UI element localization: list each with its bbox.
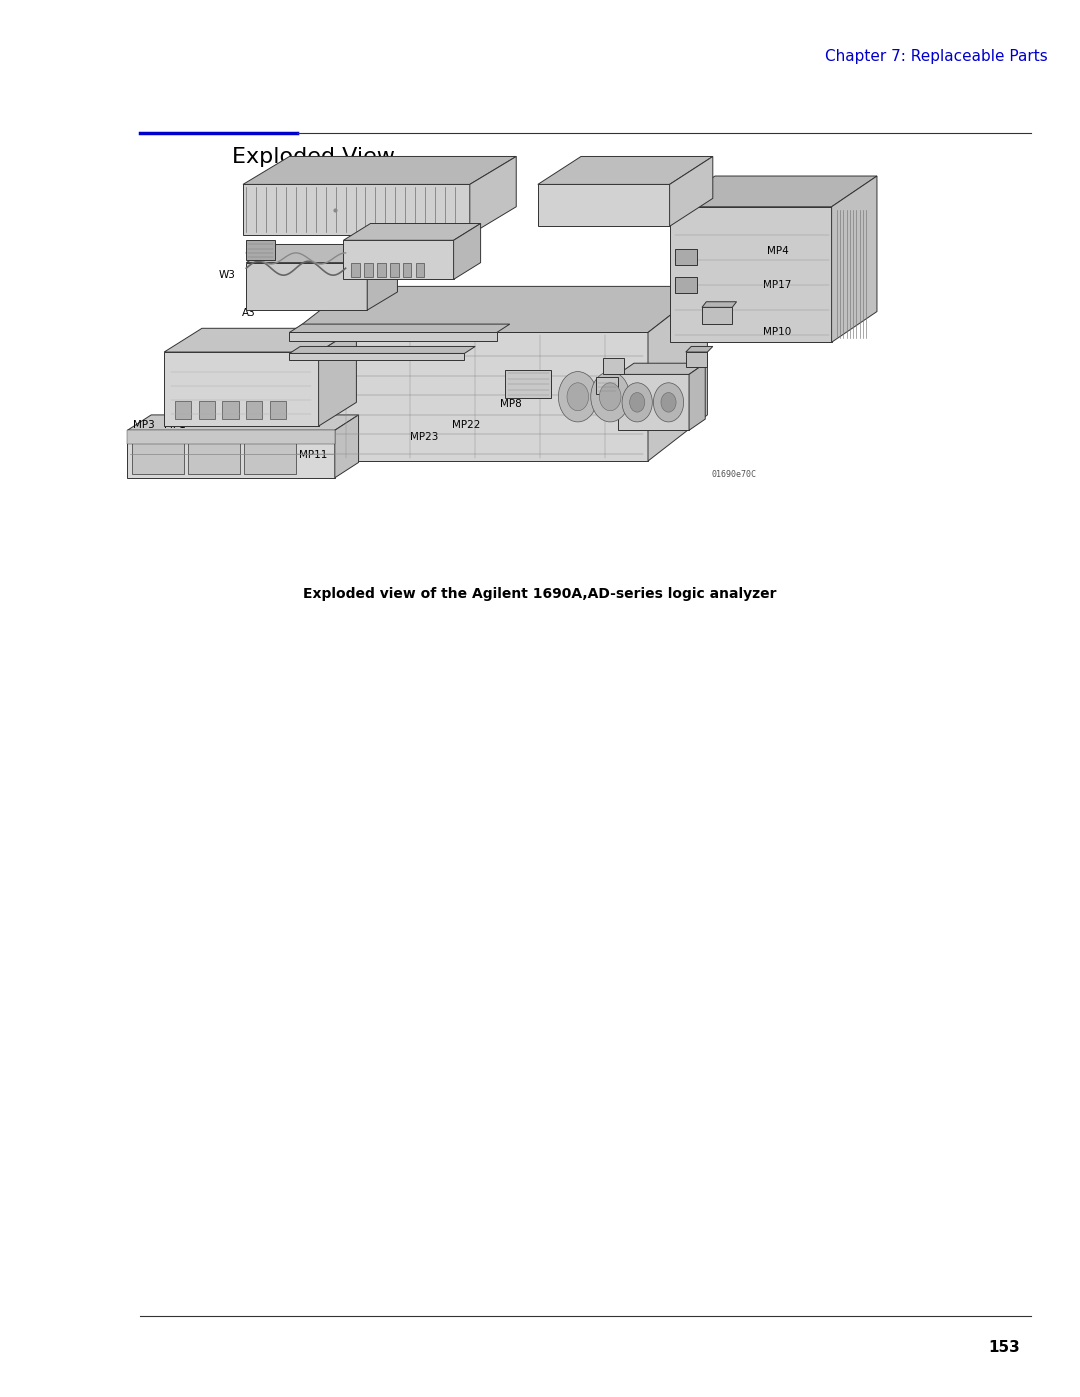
- Polygon shape: [164, 328, 356, 352]
- Polygon shape: [351, 263, 360, 277]
- Text: MP17: MP17: [764, 279, 792, 291]
- Polygon shape: [377, 263, 386, 277]
- Polygon shape: [222, 401, 239, 419]
- Polygon shape: [603, 358, 624, 374]
- Polygon shape: [670, 207, 832, 342]
- Polygon shape: [596, 377, 618, 394]
- Polygon shape: [470, 156, 516, 235]
- Text: MP11: MP11: [260, 454, 288, 465]
- Polygon shape: [292, 332, 648, 461]
- Polygon shape: [702, 302, 737, 307]
- Text: W1: W1: [598, 400, 616, 411]
- Polygon shape: [686, 346, 713, 352]
- Text: MP20: MP20: [537, 217, 565, 228]
- Polygon shape: [289, 324, 510, 332]
- Polygon shape: [319, 328, 356, 426]
- Polygon shape: [270, 401, 286, 419]
- Polygon shape: [244, 434, 296, 474]
- Polygon shape: [670, 156, 713, 226]
- Polygon shape: [505, 370, 551, 398]
- Polygon shape: [538, 156, 713, 184]
- Text: Exploded View: Exploded View: [232, 147, 395, 166]
- Polygon shape: [246, 240, 275, 260]
- Polygon shape: [454, 224, 481, 279]
- Text: MP9: MP9: [257, 360, 279, 372]
- Text: MP12: MP12: [243, 434, 271, 446]
- Polygon shape: [246, 244, 397, 263]
- Polygon shape: [832, 176, 877, 342]
- Polygon shape: [675, 277, 697, 293]
- Text: MP25: MP25: [674, 370, 702, 381]
- Polygon shape: [127, 430, 335, 478]
- Text: 01690e70C: 01690e70C: [712, 471, 757, 479]
- Text: A4: A4: [645, 420, 658, 432]
- Polygon shape: [246, 401, 262, 419]
- Text: MP3: MP3: [133, 419, 154, 430]
- Polygon shape: [618, 374, 689, 430]
- Text: A3: A3: [242, 307, 255, 319]
- Polygon shape: [538, 184, 670, 226]
- Polygon shape: [403, 263, 411, 277]
- Text: MP1: MP1: [164, 419, 186, 430]
- Text: MP23: MP23: [410, 432, 438, 443]
- Polygon shape: [132, 434, 184, 474]
- Polygon shape: [243, 184, 470, 235]
- Circle shape: [630, 393, 645, 412]
- Polygon shape: [689, 363, 705, 430]
- Polygon shape: [343, 240, 454, 279]
- Polygon shape: [343, 224, 481, 240]
- Polygon shape: [127, 415, 359, 430]
- Text: 153: 153: [988, 1340, 1021, 1355]
- Polygon shape: [390, 263, 399, 277]
- Polygon shape: [675, 249, 697, 265]
- Circle shape: [558, 372, 597, 422]
- Polygon shape: [364, 263, 373, 277]
- Text: MP21: MP21: [280, 338, 308, 349]
- Text: MP22: MP22: [453, 419, 481, 430]
- Text: W4: W4: [245, 243, 262, 254]
- Polygon shape: [246, 263, 367, 310]
- Polygon shape: [618, 363, 705, 374]
- Polygon shape: [175, 401, 191, 419]
- Text: W2: W2: [605, 372, 622, 383]
- Polygon shape: [702, 307, 732, 324]
- Text: A2: A2: [391, 268, 404, 279]
- Text: MP7: MP7: [394, 190, 416, 201]
- Text: MP8: MP8: [500, 398, 522, 409]
- Polygon shape: [127, 430, 335, 444]
- Text: Exploded view of the Agilent 1690A,AD-series logic analyzer: Exploded view of the Agilent 1690A,AD-se…: [303, 587, 777, 601]
- Polygon shape: [416, 263, 424, 277]
- Polygon shape: [335, 415, 359, 478]
- Circle shape: [653, 383, 684, 422]
- Polygon shape: [289, 353, 464, 360]
- Polygon shape: [670, 176, 877, 207]
- Polygon shape: [164, 352, 319, 426]
- Text: MP4: MP4: [767, 246, 788, 257]
- Text: MP10: MP10: [764, 327, 792, 338]
- Circle shape: [567, 383, 589, 411]
- Text: Chapter 7: Replaceable Parts: Chapter 7: Replaceable Parts: [825, 49, 1048, 64]
- Polygon shape: [188, 434, 240, 474]
- Polygon shape: [243, 156, 516, 184]
- Polygon shape: [199, 401, 215, 419]
- Circle shape: [622, 383, 652, 422]
- Circle shape: [591, 372, 630, 422]
- Circle shape: [661, 393, 676, 412]
- Text: MP11: MP11: [299, 450, 327, 461]
- Polygon shape: [292, 286, 707, 332]
- Circle shape: [599, 383, 621, 411]
- Polygon shape: [289, 346, 475, 353]
- Text: A1: A1: [220, 390, 233, 401]
- Polygon shape: [289, 332, 497, 341]
- Text: W3: W3: [218, 270, 235, 281]
- Polygon shape: [648, 286, 707, 461]
- Polygon shape: [686, 352, 707, 367]
- Polygon shape: [367, 244, 397, 310]
